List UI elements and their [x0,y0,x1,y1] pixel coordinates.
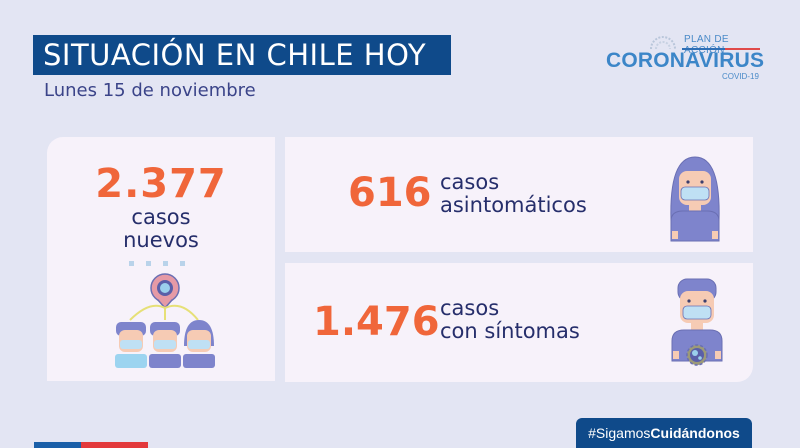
virus-logo-icon [650,36,676,50]
dots-divider [129,261,185,266]
hashtag-badge: #Sigamos Cuidándonos [576,418,752,448]
logo-underline [682,48,760,50]
page-title: SITUACIÓN EN CHILE HOY [43,38,427,72]
asymptomatic-label-2: asintomáticos [440,193,587,217]
symptomatic-value: 1.476 [313,299,440,345]
date-label: Lunes 15 de noviembre [44,80,256,101]
people-contagion-icon [115,273,215,368]
asymptomatic-value: 616 [348,170,432,216]
logo-sub-text: COVID-19 [722,72,759,81]
hashtag-bold: Cuidándonos [650,425,740,441]
man-mask-virus-icon [671,278,723,366]
title-banner: SITUACIÓN EN CHILE HOY [33,35,451,75]
woman-mask-icon [670,156,720,242]
flag-stripe-red [81,442,148,448]
new-cases-label-2: nuevos [123,228,199,252]
new-cases-card: 2.377 casos nuevos [47,137,275,381]
logo-plan-text: PLAN DE ACCIÓN [684,34,729,56]
new-cases-value: 2.377 [95,161,227,207]
symptomatic-label-2: con síntomas [440,319,580,343]
asymptomatic-label-1: casos [440,170,500,194]
hashtag-prefix: #Sigamos [588,425,651,441]
symptomatic-card: 1.476 casos con síntomas [285,263,753,382]
plan-accion-coronavirus-logo: PLAN DE ACCIÓN CORONAVIRUS COVID-19 [600,30,764,85]
symptomatic-label-1: casos [440,296,500,320]
new-cases-label-1: casos [131,205,191,229]
asymptomatic-card: 616 casos asintomáticos [285,137,753,252]
flag-stripe-blue [34,442,81,448]
logo-main-text: CORONAVIRUS [606,49,765,72]
